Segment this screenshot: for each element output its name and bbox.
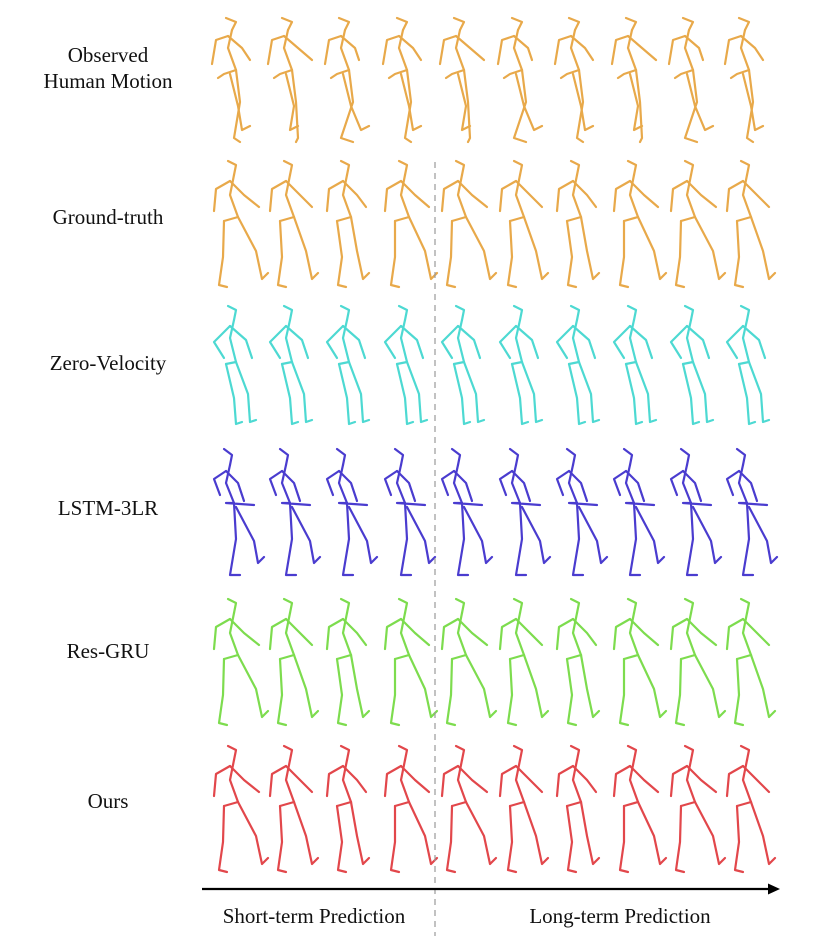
- skeleton-row-4-frame-7: [612, 597, 668, 727]
- skeleton-row-5-frame-4: [440, 744, 498, 874]
- skeleton-row-2-frame-6: [555, 304, 601, 426]
- skeleton-row-0-frame-9: [723, 16, 765, 144]
- skeleton-row-3-frame-2: [325, 447, 379, 577]
- skeleton-row-3-frame-7: [612, 447, 666, 577]
- skeleton-row-2-frame-0: [212, 304, 258, 426]
- skeleton-row-0-frame-0: [210, 16, 252, 144]
- skeleton-row-4-frame-1: [268, 597, 320, 727]
- skeleton-row-3-frame-8: [669, 447, 723, 577]
- skeleton-row-2-frame-8: [669, 304, 715, 426]
- skeleton-row-0-frame-7: [610, 16, 658, 144]
- skeleton-row-5-frame-6: [555, 744, 601, 874]
- skeleton-row-2-frame-1: [268, 304, 314, 426]
- skeleton-row-4-frame-0: [212, 597, 270, 727]
- skeleton-row-1-frame-7: [612, 159, 668, 289]
- skeleton-row-5-frame-3: [383, 744, 439, 874]
- row-label-0-line-0: Observed: [68, 43, 149, 67]
- row-label-0-line-1: Human Motion: [44, 69, 173, 93]
- skeleton-row-0-frame-5: [496, 16, 544, 144]
- skeleton-row-1-frame-4: [440, 159, 498, 289]
- skeleton-row-4-frame-4: [440, 597, 498, 727]
- skeleton-row-0-frame-1: [266, 16, 314, 144]
- skeleton-row-5-frame-5: [498, 744, 550, 874]
- skeleton-row-3-frame-3: [383, 447, 437, 577]
- skeleton-row-1-frame-0: [212, 159, 270, 289]
- skeleton-row-4-frame-3: [383, 597, 439, 727]
- skeleton-row-5-frame-1: [268, 744, 320, 874]
- skeleton-row-4-frame-9: [725, 597, 777, 727]
- skeleton-row-4-frame-6: [555, 597, 601, 727]
- skeleton-row-1-frame-3: [383, 159, 439, 289]
- skeleton-row-2-frame-7: [612, 304, 658, 426]
- skeleton-row-5-frame-9: [725, 744, 777, 874]
- skeleton-row-0-frame-2: [323, 16, 371, 144]
- skeleton-row-2-frame-3: [383, 304, 429, 426]
- short-term-caption: Short-term Prediction: [223, 904, 406, 928]
- skeleton-row-5-frame-2: [325, 744, 371, 874]
- skeleton-row-2-frame-5: [498, 304, 544, 426]
- row-label-2-line-0: Zero-Velocity: [50, 351, 167, 375]
- skeleton-row-5-frame-0: [212, 744, 270, 874]
- skeleton-row-0-frame-3: [381, 16, 423, 144]
- row-label-5-line-0: Ours: [88, 789, 129, 813]
- skeleton-row-3-frame-6: [555, 447, 609, 577]
- skeleton-row-1-frame-1: [268, 159, 320, 289]
- skeleton-row-3-frame-5: [498, 447, 552, 577]
- skeleton-row-3-frame-1: [268, 447, 322, 577]
- skeleton-row-0-frame-8: [667, 16, 715, 144]
- skeleton-row-3-frame-9: [725, 447, 779, 577]
- skeleton-row-5-frame-7: [612, 744, 668, 874]
- long-term-caption: Long-term Prediction: [529, 904, 711, 928]
- skeleton-row-4-frame-2: [325, 597, 371, 727]
- skeleton-row-4-frame-5: [498, 597, 550, 727]
- skeleton-row-0-frame-6: [553, 16, 595, 144]
- skeleton-row-1-frame-6: [555, 159, 601, 289]
- skeleton-row-4-frame-8: [669, 597, 727, 727]
- skeleton-row-3-frame-0: [212, 447, 266, 577]
- skeleton-row-2-frame-4: [440, 304, 486, 426]
- skeleton-row-1-frame-2: [325, 159, 371, 289]
- time-axis-arrowhead: [768, 883, 780, 895]
- row-label-3-line-0: LSTM-3LR: [58, 496, 158, 520]
- skeleton-row-5-frame-8: [669, 744, 727, 874]
- skeleton-row-2-frame-2: [325, 304, 371, 426]
- skeleton-row-3-frame-4: [440, 447, 494, 577]
- skeleton-row-0-frame-4: [438, 16, 486, 144]
- skeleton-row-1-frame-5: [498, 159, 550, 289]
- row-label-4-line-0: Res-GRU: [67, 639, 150, 663]
- skeleton-row-1-frame-8: [669, 159, 727, 289]
- skeleton-row-2-frame-9: [725, 304, 771, 426]
- skeleton-row-1-frame-9: [725, 159, 777, 289]
- row-label-1-line-0: Ground-truth: [53, 205, 164, 229]
